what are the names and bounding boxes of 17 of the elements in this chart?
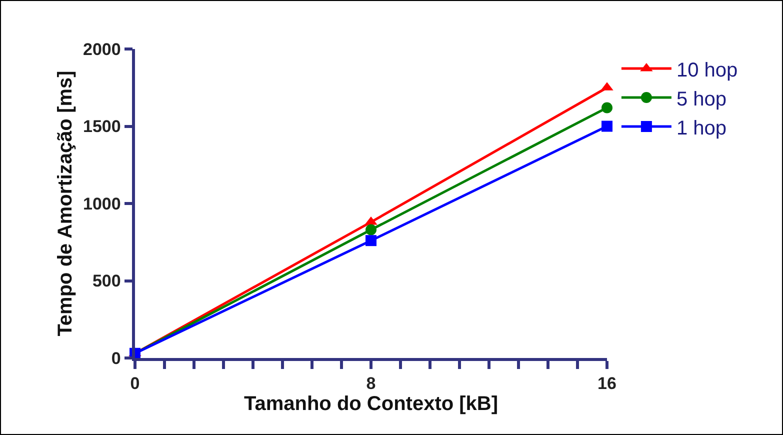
legend-label: 1 hop	[676, 117, 727, 140]
x-axis-title: Tamanho do Contexto [kB]	[244, 393, 498, 416]
point	[602, 120, 612, 132]
x-tick-label: 16	[598, 374, 616, 394]
legend-label: 10 hop	[676, 59, 738, 82]
y-tick-label: 1000	[83, 194, 121, 214]
y-tick-label: 500	[92, 272, 121, 291]
y-tick-label: 0	[111, 348, 121, 368]
point	[602, 102, 612, 114]
x-tick-label: 8	[366, 374, 376, 394]
point	[366, 235, 376, 246]
legend-label: 5 hop	[676, 88, 727, 110]
x-tick-label: 0	[130, 374, 140, 394]
y-axis-title: Tempo de Amortização [ms]	[54, 70, 77, 336]
point	[366, 224, 376, 236]
y-tick-label: 2000	[83, 40, 121, 59]
y-tick-label: 1500	[83, 117, 121, 136]
